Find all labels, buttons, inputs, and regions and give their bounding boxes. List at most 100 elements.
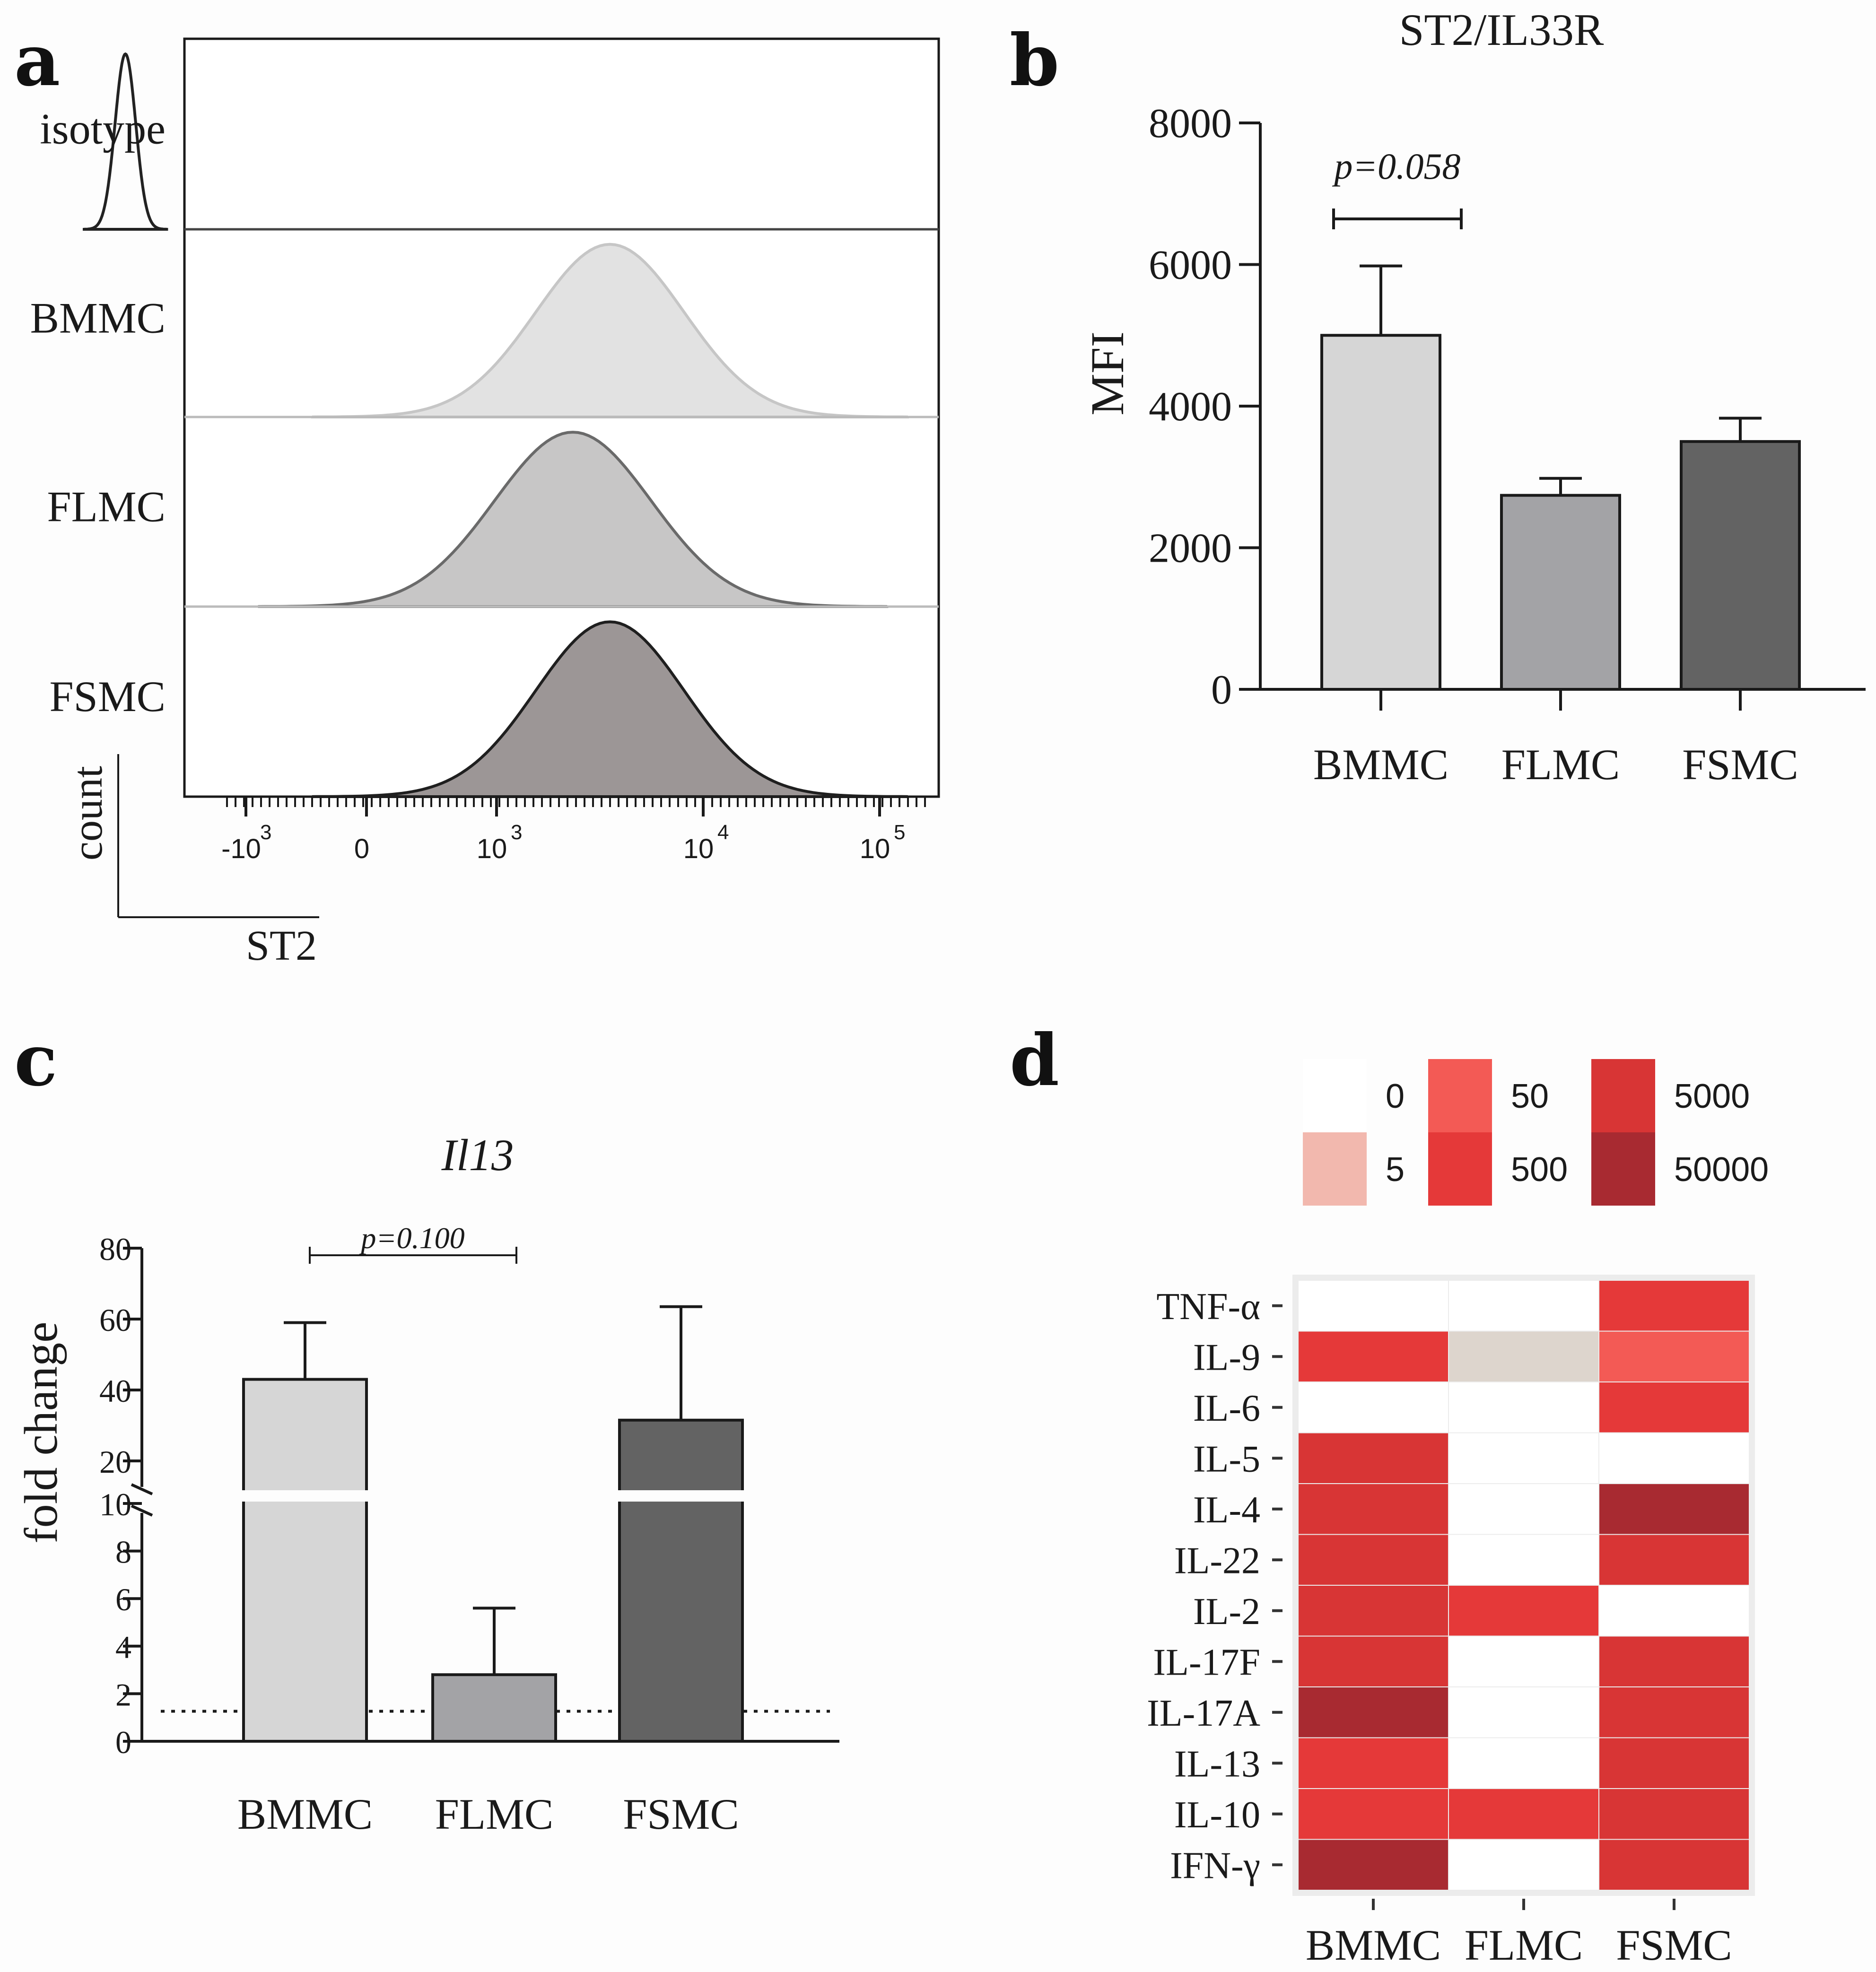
x-tick-label: 10 [477, 834, 507, 864]
panel-d: d 0 5 50 500 5000 50000 TNF-α IL-9 IL-6 IL-5 IL-4… [1010, 1019, 1769, 1969]
heatmap-cell [1598, 1330, 1750, 1382]
heatmap-cell [1298, 1635, 1449, 1687]
bar-bmmc [242, 1378, 368, 1743]
x-tick-label-bmmc: BMMC [237, 1790, 373, 1838]
heatmap-cell [1298, 1585, 1449, 1637]
row-label: IL-5 [1193, 1438, 1260, 1480]
histogram-bmmc [311, 243, 909, 418]
legend-label-50: 50 [1511, 1077, 1549, 1115]
legend-label-5000: 5000 [1674, 1077, 1750, 1115]
legend-label-5: 5 [1386, 1151, 1405, 1189]
panel-b: b ST2/IL33R MFI 0 2000 4000 6000 8000 BMMC FLM… [1010, 5, 1866, 789]
heatmap-cell [1598, 1483, 1750, 1535]
fold-change-bar-chart: 0 2 4 6 8 10 20 40 60 80 BMMC FLMC FSMC p=0.100 [99, 1221, 839, 1838]
mfi-bar-chart: 0 2000 4000 6000 8000 BMMC FLMC FSMC p=0.058 [1149, 101, 1866, 789]
column-label-flmc: FLMC [1465, 1921, 1583, 1969]
heatmap-cell [1298, 1330, 1449, 1382]
legend-label-0: 0 [1386, 1077, 1405, 1115]
x-tick-label: 10 [860, 834, 890, 864]
heatmap-cell [1448, 1534, 1599, 1586]
legend-swatch-0 [1303, 1059, 1367, 1132]
row-label: IL-2 [1193, 1591, 1260, 1633]
y-tick-label: 10 [99, 1486, 131, 1522]
panel-b-title: ST2/IL33R [1399, 5, 1604, 55]
legend-swatch-50000 [1591, 1132, 1655, 1206]
heatmap-cell [1448, 1635, 1599, 1687]
heatmap-cell [1298, 1737, 1449, 1789]
heatmap-cell [1298, 1839, 1449, 1891]
legend-swatch-50 [1428, 1059, 1492, 1132]
row-label: IL-17F [1153, 1642, 1260, 1683]
histogram-flmc [258, 431, 889, 608]
heatmap-cell [1448, 1788, 1599, 1840]
y-tick-label: 8000 [1149, 101, 1232, 147]
bar-fsmc [1680, 440, 1801, 691]
bar-fsmc [618, 1418, 744, 1743]
histogram-label-flmc: FLMC [47, 483, 166, 531]
legend-swatch-500 [1428, 1132, 1492, 1206]
y-tick-label: 80 [99, 1231, 131, 1267]
heatmap-cell [1298, 1280, 1449, 1332]
histogram-fsmc [311, 620, 909, 798]
panel-b-letter: b [1010, 19, 1059, 102]
y-tick-label: 6000 [1149, 243, 1232, 288]
x-tick-exponent: 4 [717, 821, 729, 844]
y-tick-label: 20 [99, 1444, 131, 1480]
x-tick-exponent: 3 [260, 821, 271, 844]
column-label-bmmc: BMMC [1306, 1921, 1441, 1969]
row-label: IL-17A [1147, 1693, 1260, 1734]
row-label: IL-6 [1193, 1388, 1260, 1429]
heatmap-cell [1448, 1381, 1599, 1433]
x-tick-label-fsmc: FSMC [623, 1790, 739, 1838]
histogram-label-bmmc: BMMC [30, 294, 166, 342]
x-tick-label-flmc: FLMC [435, 1790, 554, 1838]
legend-label-50000: 50000 [1674, 1151, 1769, 1189]
heatmap-cell [1448, 1483, 1599, 1535]
panel-c-letter: c [14, 1019, 57, 1102]
heatmap-cell [1448, 1585, 1599, 1637]
p-value-label: p=0.058 [1332, 146, 1460, 187]
panel-d-letter: d [1010, 1019, 1059, 1102]
legend-swatch-5000 [1591, 1059, 1655, 1132]
row-label: IL-10 [1174, 1794, 1260, 1836]
histogram-label-isotype: isotype [40, 105, 166, 153]
heatmap-cell [1298, 1381, 1449, 1433]
y-tick-label: 2 [115, 1677, 131, 1712]
legend-swatch-5 [1303, 1132, 1367, 1206]
heatmap-cell [1298, 1686, 1449, 1738]
heatmap-cell [1448, 1839, 1599, 1891]
y-tick-label: 4000 [1149, 384, 1232, 430]
x-tick-exponent: 3 [511, 821, 522, 844]
legend-label-500: 500 [1511, 1151, 1568, 1189]
panel-b-ylabel: MFI [1081, 331, 1134, 416]
y-tick-label: 40 [99, 1373, 131, 1409]
heatmap-cell [1298, 1534, 1449, 1586]
y-tick-label: 2000 [1149, 526, 1232, 572]
heatmap-cell [1598, 1534, 1750, 1586]
histogram-isotype [83, 52, 168, 231]
x-tick-label: 10 [683, 834, 714, 864]
p-value-label: p=0.100 [359, 1221, 464, 1255]
row-label: IL-4 [1193, 1489, 1260, 1531]
heatmap-cell [1448, 1330, 1599, 1382]
heatmap-cell [1598, 1635, 1750, 1687]
heatmap-cell [1598, 1280, 1750, 1332]
x-tick-label-flmc: FLMC [1501, 740, 1620, 789]
histogram-axes-key: count ST2 [64, 754, 319, 969]
heatmap-cell [1598, 1585, 1750, 1637]
bar-flmc [431, 1673, 557, 1743]
y-tick-label: 8 [115, 1534, 131, 1570]
x-tick-label: 0 [354, 834, 369, 864]
cytokine-heatmap: TNF-α IL-9 IL-6 IL-5 IL-4 IL-22 IL-2 IL-17F IL-1… [1147, 1275, 1755, 1969]
axis-break-mark [131, 1504, 153, 1517]
heatmap-cell [1598, 1686, 1750, 1738]
heatmap-cell [1298, 1432, 1449, 1484]
panel-a-letter: a [14, 19, 60, 102]
heatmap-cell [1448, 1280, 1599, 1332]
x-tick-label-fsmc: FSMC [1682, 740, 1798, 789]
y-tick-label: 0 [115, 1724, 131, 1760]
row-label: TNF-α [1156, 1286, 1260, 1328]
panel-c-title: Il13 [441, 1130, 514, 1180]
